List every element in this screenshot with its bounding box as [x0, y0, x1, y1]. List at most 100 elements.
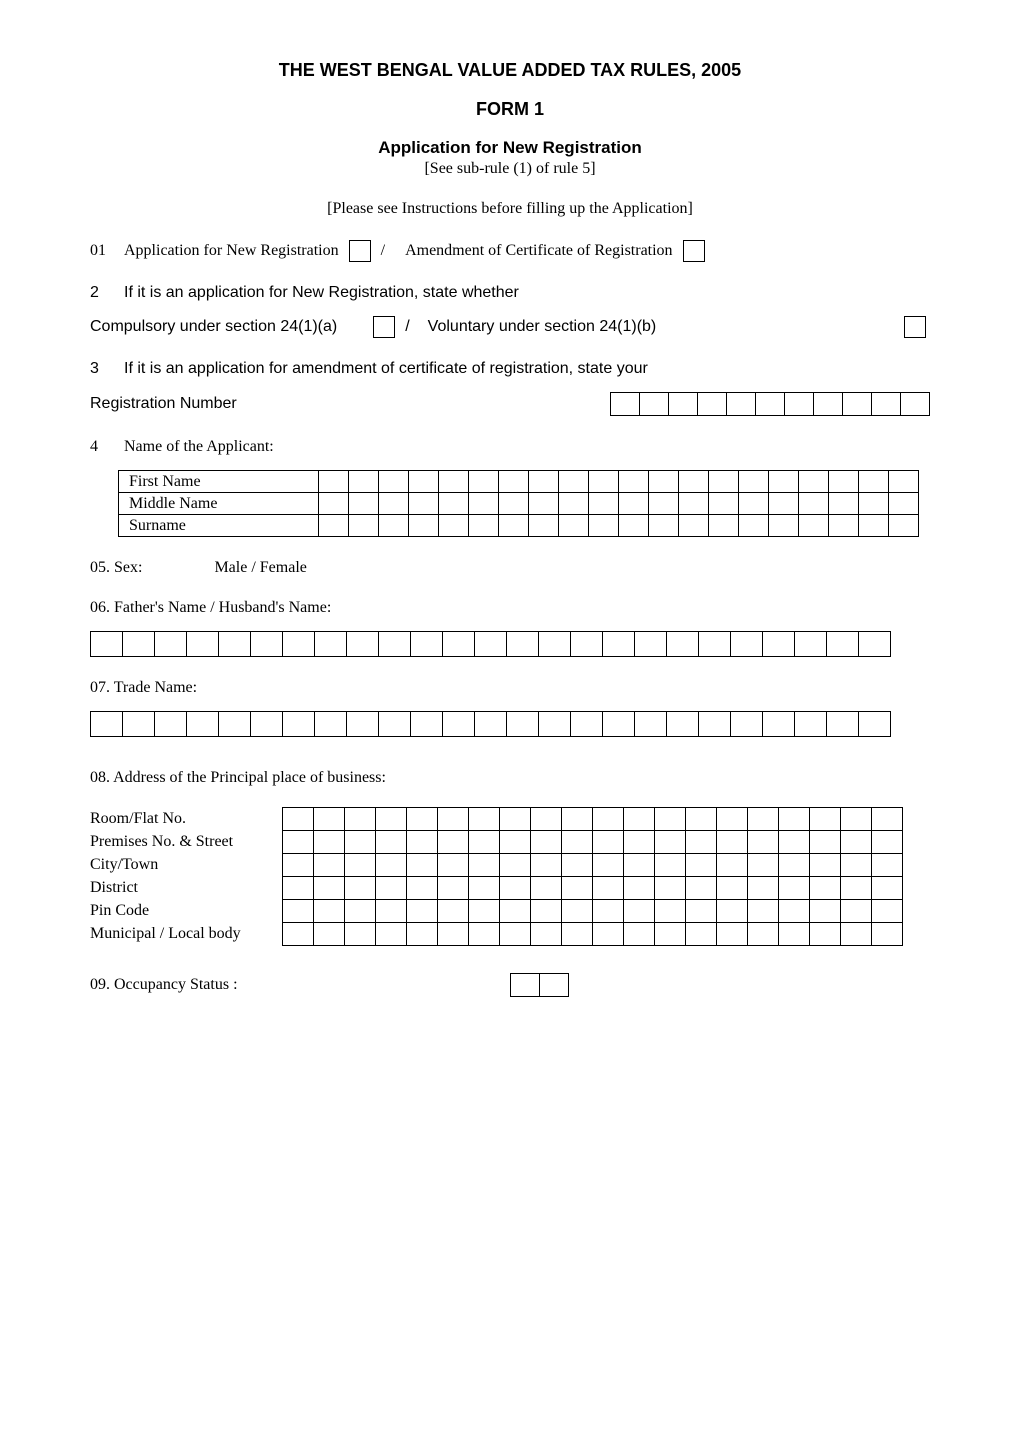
input-cell[interactable]: [218, 711, 251, 737]
input-cell[interactable]: [346, 631, 379, 657]
input-cell[interactable]: [409, 471, 439, 493]
input-cell[interactable]: [282, 922, 314, 946]
input-cell[interactable]: [739, 515, 769, 537]
input-cell[interactable]: [349, 493, 379, 515]
input-cell[interactable]: [437, 853, 469, 877]
input-cell[interactable]: [499, 515, 529, 537]
input-cell[interactable]: [499, 830, 531, 854]
input-cell[interactable]: [319, 515, 349, 537]
input-cell[interactable]: [530, 853, 562, 877]
input-cell[interactable]: [623, 853, 655, 877]
input-cell[interactable]: [685, 830, 717, 854]
input-cell[interactable]: [709, 471, 739, 493]
input-cell[interactable]: [769, 515, 799, 537]
input-cell[interactable]: [685, 876, 717, 900]
input-cell[interactable]: [592, 922, 624, 946]
input-cell[interactable]: [619, 493, 649, 515]
input-cell[interactable]: [634, 711, 667, 737]
input-cell[interactable]: [623, 899, 655, 923]
input-cell[interactable]: [344, 899, 376, 923]
input-cell[interactable]: [375, 922, 407, 946]
input-cell[interactable]: [739, 471, 769, 493]
input-cell[interactable]: [654, 853, 686, 877]
input-cell[interactable]: [437, 922, 469, 946]
input-cell[interactable]: [442, 711, 475, 737]
input-cell[interactable]: [506, 631, 539, 657]
input-cell[interactable]: [747, 830, 779, 854]
input-cell[interactable]: [529, 515, 559, 537]
input-cell[interactable]: [346, 711, 379, 737]
input-cell[interactable]: [840, 899, 872, 923]
input-cell[interactable]: [499, 807, 531, 831]
input-cell[interactable]: [840, 922, 872, 946]
input-cell[interactable]: [809, 807, 841, 831]
item-02-option2-checkbox[interactable]: [904, 316, 926, 338]
input-cell[interactable]: [344, 853, 376, 877]
input-cell[interactable]: [840, 830, 872, 854]
input-cell[interactable]: [561, 830, 593, 854]
input-cell[interactable]: [799, 493, 829, 515]
input-cell[interactable]: [685, 807, 717, 831]
input-cell[interactable]: [592, 853, 624, 877]
input-cell[interactable]: [809, 876, 841, 900]
input-cell[interactable]: [406, 807, 438, 831]
input-cell[interactable]: [858, 631, 891, 657]
input-cell[interactable]: [716, 807, 748, 831]
input-cell[interactable]: [319, 493, 349, 515]
input-cell[interactable]: [654, 899, 686, 923]
input-cell[interactable]: [529, 493, 559, 515]
input-cell[interactable]: [859, 515, 889, 537]
input-cell[interactable]: [639, 392, 669, 416]
input-cell[interactable]: [468, 899, 500, 923]
input-cell[interactable]: [679, 515, 709, 537]
input-cell[interactable]: [592, 830, 624, 854]
input-cell[interactable]: [679, 493, 709, 515]
input-cell[interactable]: [344, 830, 376, 854]
input-cell[interactable]: [409, 493, 439, 515]
input-cell[interactable]: [698, 631, 731, 657]
input-cell[interactable]: [809, 853, 841, 877]
input-cell[interactable]: [654, 830, 686, 854]
input-cell[interactable]: [154, 631, 187, 657]
input-cell[interactable]: [871, 830, 903, 854]
input-cell[interactable]: [589, 493, 619, 515]
input-cell[interactable]: [468, 876, 500, 900]
input-cell[interactable]: [378, 631, 411, 657]
input-cell[interactable]: [889, 471, 919, 493]
input-cell[interactable]: [379, 471, 409, 493]
input-cell[interactable]: [186, 631, 219, 657]
input-cell[interactable]: [623, 830, 655, 854]
input-cell[interactable]: [842, 392, 872, 416]
input-cell[interactable]: [623, 922, 655, 946]
input-cell[interactable]: [889, 515, 919, 537]
input-cell[interactable]: [570, 711, 603, 737]
input-cell[interactable]: [530, 830, 562, 854]
input-cell[interactable]: [282, 899, 314, 923]
input-cell[interactable]: [344, 807, 376, 831]
input-cell[interactable]: [871, 899, 903, 923]
input-cell[interactable]: [730, 711, 763, 737]
input-cell[interactable]: [154, 711, 187, 737]
input-cell[interactable]: [654, 876, 686, 900]
input-cell[interactable]: [668, 392, 698, 416]
input-cell[interactable]: [122, 711, 155, 737]
input-cell[interactable]: [313, 853, 345, 877]
input-cell[interactable]: [619, 515, 649, 537]
input-cell[interactable]: [282, 711, 315, 737]
input-cell[interactable]: [592, 876, 624, 900]
input-cell[interactable]: [784, 392, 814, 416]
input-cell[interactable]: [747, 853, 779, 877]
input-cell[interactable]: [813, 392, 843, 416]
input-cell[interactable]: [282, 876, 314, 900]
input-cell[interactable]: [592, 899, 624, 923]
input-cell[interactable]: [406, 899, 438, 923]
input-cell[interactable]: [871, 876, 903, 900]
input-cell[interactable]: [698, 711, 731, 737]
input-cell[interactable]: [570, 631, 603, 657]
input-cell[interactable]: [747, 899, 779, 923]
input-cell[interactable]: [90, 711, 123, 737]
input-cell[interactable]: [250, 711, 283, 737]
input-cell[interactable]: [809, 922, 841, 946]
item-01-option1-checkbox[interactable]: [349, 240, 371, 262]
input-cell[interactable]: [282, 807, 314, 831]
